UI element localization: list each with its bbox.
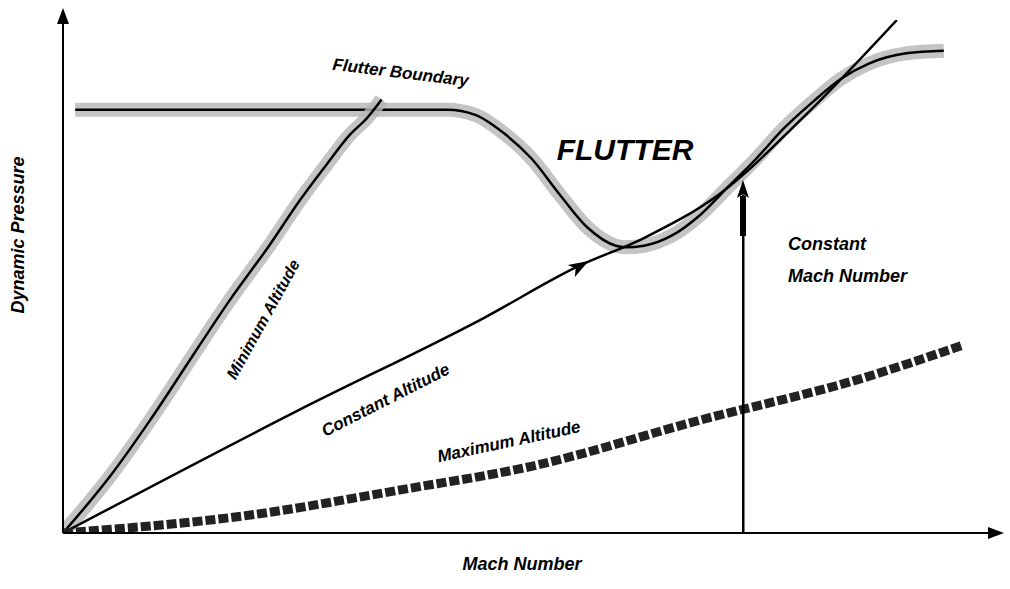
svg-text:Mach Number: Mach Number [462, 554, 582, 574]
svg-text:Constant Altitude: Constant Altitude [318, 360, 452, 441]
svg-text:Dynamic Pressure: Dynamic Pressure [8, 156, 28, 313]
svg-text:Minimum Altitude: Minimum Altitude [223, 257, 303, 382]
svg-text:FLUTTER: FLUTTER [557, 133, 694, 166]
svg-text:Flutter Boundary: Flutter Boundary [332, 55, 472, 91]
svg-text:ConstantMach Number: ConstantMach Number [788, 234, 908, 286]
svg-text:Maximum Altitude: Maximum Altitude [436, 417, 583, 466]
